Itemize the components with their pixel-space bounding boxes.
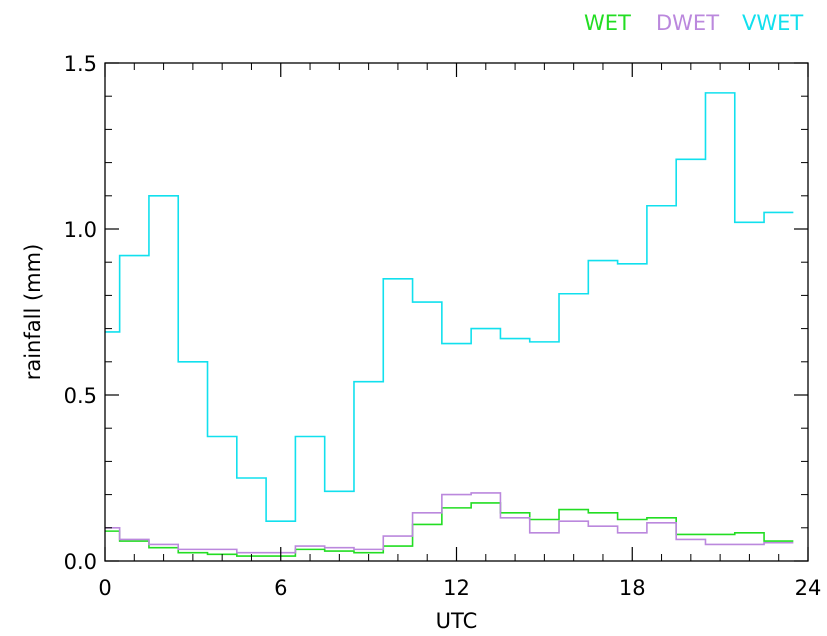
plot-frame <box>104 62 809 562</box>
x-tick-label: 18 <box>619 576 646 600</box>
series-line-vwet <box>105 92 794 522</box>
legend-entry-vwet: VWET <box>742 11 803 35</box>
x-tick-label: 12 <box>443 576 470 600</box>
x-tick-label: 24 <box>795 576 822 600</box>
series-group <box>105 92 794 557</box>
y-axis-title: rainfall (mm) <box>21 244 45 381</box>
legend-entry-wet: WET <box>584 11 631 35</box>
x-axis: 0 6 12 18 24 <box>98 63 821 600</box>
y-tick-label: 0.0 <box>64 550 97 574</box>
x-axis-title: UTC <box>436 609 478 633</box>
y-axis: 0.0 0.5 1.0 1.5 <box>64 52 808 574</box>
x-tick-label: 6 <box>274 576 287 600</box>
y-tick-label: 1.0 <box>64 218 97 242</box>
series-line-dwet <box>105 492 794 554</box>
y-tick-label: 0.5 <box>64 384 97 408</box>
legend: WET DWET VWET <box>584 11 803 35</box>
x-tick-label: 0 <box>98 576 111 600</box>
legend-entry-dwet: DWET <box>656 11 719 35</box>
y-tick-label: 1.5 <box>64 52 97 76</box>
series-line-wet <box>105 502 794 557</box>
